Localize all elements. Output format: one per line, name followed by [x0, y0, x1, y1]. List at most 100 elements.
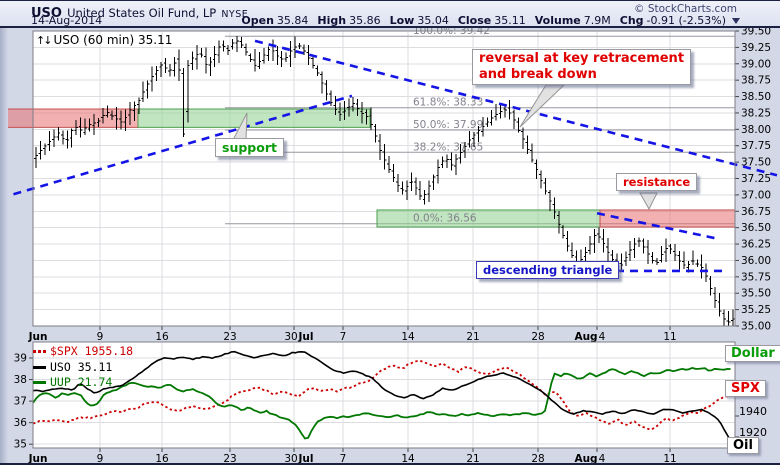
trendline-rising-support — [0, 94, 353, 200]
main-chart-title-text: USO (60 min) 35.11 — [53, 33, 173, 47]
updown-arrows-icon: ↑↓ — [36, 34, 53, 47]
x-tick-label: 4 — [599, 453, 606, 465]
x-tick-label: 7 — [340, 453, 347, 465]
legend-item-spx: $SPX 1955.18 — [33, 344, 133, 360]
volume-label: Volume — [534, 14, 581, 27]
open-label: Open — [241, 14, 274, 27]
callout-descending-triangle: descending triangle — [476, 261, 620, 279]
chart-date: 14-Aug-2014 — [31, 14, 103, 27]
uup-line-icon — [33, 381, 46, 385]
uup-series-line — [32, 366, 731, 440]
svg-text:50.0%: 37.99: 50.0%: 37.99 — [413, 119, 483, 131]
main-y-tick-label: 35.50 — [741, 288, 771, 300]
x-tick-label: 21 — [466, 331, 479, 343]
spx-axis-tick-1940: 1940 — [739, 405, 767, 418]
legend-item-uso: USO 35.11 — [33, 360, 133, 376]
quote-row: 14-Aug-2014 Open 35.84 High 35.86 Low 35… — [31, 14, 740, 27]
main-y-tick-label: 37.75 — [741, 140, 771, 152]
svg-text:61.8%: 38.33: 61.8%: 38.33 — [413, 97, 483, 109]
chg-value: -0.91 (-2.53%) — [646, 14, 726, 27]
lower-y-tick-label: 36 — [14, 417, 28, 429]
lower-y-tick-label: 38 — [14, 374, 27, 386]
main-y-tick-label: 37.25 — [741, 173, 771, 185]
callout-reversal-line2: and break down — [479, 67, 597, 82]
chg-down-triangle-icon[interactable] — [732, 17, 740, 24]
x-tick-label: 11 — [663, 331, 676, 343]
main-y-tick-label: 35.75 — [741, 271, 771, 283]
main-y-tick-label: 38.25 — [741, 107, 771, 119]
svg-text:0.0%: 36.56: 0.0%: 36.56 — [413, 213, 477, 225]
open-value: 35.84 — [276, 14, 309, 27]
plot-backgrounds — [33, 31, 735, 448]
main-chart-title: ↑↓ USO (60 min) 35.11 — [36, 33, 172, 47]
x-tick-label: Jul — [298, 453, 314, 465]
main-y-tick-label: 37.00 — [741, 189, 771, 201]
exchange: NYSE — [221, 9, 249, 20]
x-tick-label: Aug — [574, 331, 597, 343]
x-tick-label: Jun — [28, 453, 48, 465]
callout-resistance: resistance — [616, 173, 698, 191]
x-tick-label: 11 — [663, 453, 676, 465]
spx-series-tag: SPX — [725, 380, 766, 397]
legend-uso-label: USO 35.11 — [50, 359, 113, 374]
x-tick-label: 14 — [401, 453, 415, 465]
x-tick-label: 9 — [97, 453, 104, 465]
axes: 39.50 39.25 39.00 38.75 38.50 38.25 38.00 37.75… — [14, 26, 771, 465]
x-tick-label: 23 — [223, 453, 236, 465]
callout-reversal-line1: reversal at key retracement — [479, 51, 685, 66]
x-tick-label: 4 — [599, 331, 606, 343]
x-tick-label: 16 — [155, 331, 169, 343]
svg-text:38.2%: 37.65: 38.2%: 37.65 — [413, 141, 483, 153]
chg-label: Chg — [619, 14, 644, 27]
main-y-tick-label: 36.50 — [741, 222, 771, 234]
low-value: 35.04 — [417, 14, 449, 27]
legend-uup-label: UUP 21.74 — [50, 375, 113, 389]
main-y-tick-label: 36.25 — [741, 239, 771, 251]
x-tick-label: 30 — [284, 453, 297, 465]
x-tick-label: Jun — [28, 331, 48, 343]
x-tick-label: 9 — [97, 331, 104, 343]
ticker-symbol: USO — [31, 6, 62, 21]
main-y-tick-label: 39.50 — [741, 26, 771, 38]
support-resistance-zones — [0, 108, 736, 228]
uso-series-line — [32, 350, 732, 442]
high-label: High — [317, 14, 347, 27]
main-y-tick-label: 35.00 — [741, 321, 771, 333]
fund-name: United States Oil Fund, LP — [67, 6, 217, 20]
x-tick-label: 16 — [155, 453, 169, 465]
lower-y-tick-label: 35 — [14, 439, 27, 451]
high-value: 35.86 — [349, 14, 381, 27]
x-tick-label: 14 — [401, 331, 415, 343]
main-y-tick-label: 36.00 — [741, 255, 771, 267]
callout-reversal: reversal at key retracement and break do… — [472, 49, 692, 85]
x-tick-label: 7 — [340, 331, 347, 343]
trendline-falling-resistance — [254, 39, 778, 177]
legend-spx-label: $SPX 1955.18 — [50, 344, 134, 358]
main-y-tick-label: 39.25 — [741, 42, 771, 54]
x-tick-label: Aug — [574, 453, 597, 465]
main-y-tick-label: 38.75 — [741, 75, 771, 87]
main-y-tick-label: 35.25 — [741, 304, 771, 316]
main-y-tick-label: 38.00 — [741, 124, 771, 136]
ohlc-bars — [34, 35, 735, 327]
symbol-row: USO United States Oil Fund, LP NYSE — [31, 2, 248, 21]
oil-series-tag: Oil — [727, 437, 759, 454]
low-label: Low — [389, 14, 415, 27]
lower-panel-legend: $SPX 1955.18 USO 35.11 UUP 21.74 — [33, 344, 133, 391]
spx-axis-tick-1920: 1920 — [739, 426, 767, 439]
spx-dotted-line-icon — [33, 350, 46, 354]
volume-value: 7.9M — [583, 14, 611, 27]
lower-y-tick-label: 37 — [14, 396, 27, 408]
x-tick-label: 21 — [466, 453, 479, 465]
main-y-tick-label: 37.50 — [741, 157, 771, 169]
x-tick-label: 28 — [531, 331, 544, 343]
spx-series-line — [32, 359, 732, 431]
x-tick-label: 28 — [531, 453, 544, 465]
uso-line-icon — [33, 365, 46, 369]
left-gutter — [0, 1, 8, 463]
close-label: Close — [457, 14, 492, 27]
main-y-tick-label: 36.75 — [741, 206, 771, 218]
legend-item-uup: UUP 21.74 — [33, 375, 133, 391]
callout-pointers — [232, 84, 658, 211]
